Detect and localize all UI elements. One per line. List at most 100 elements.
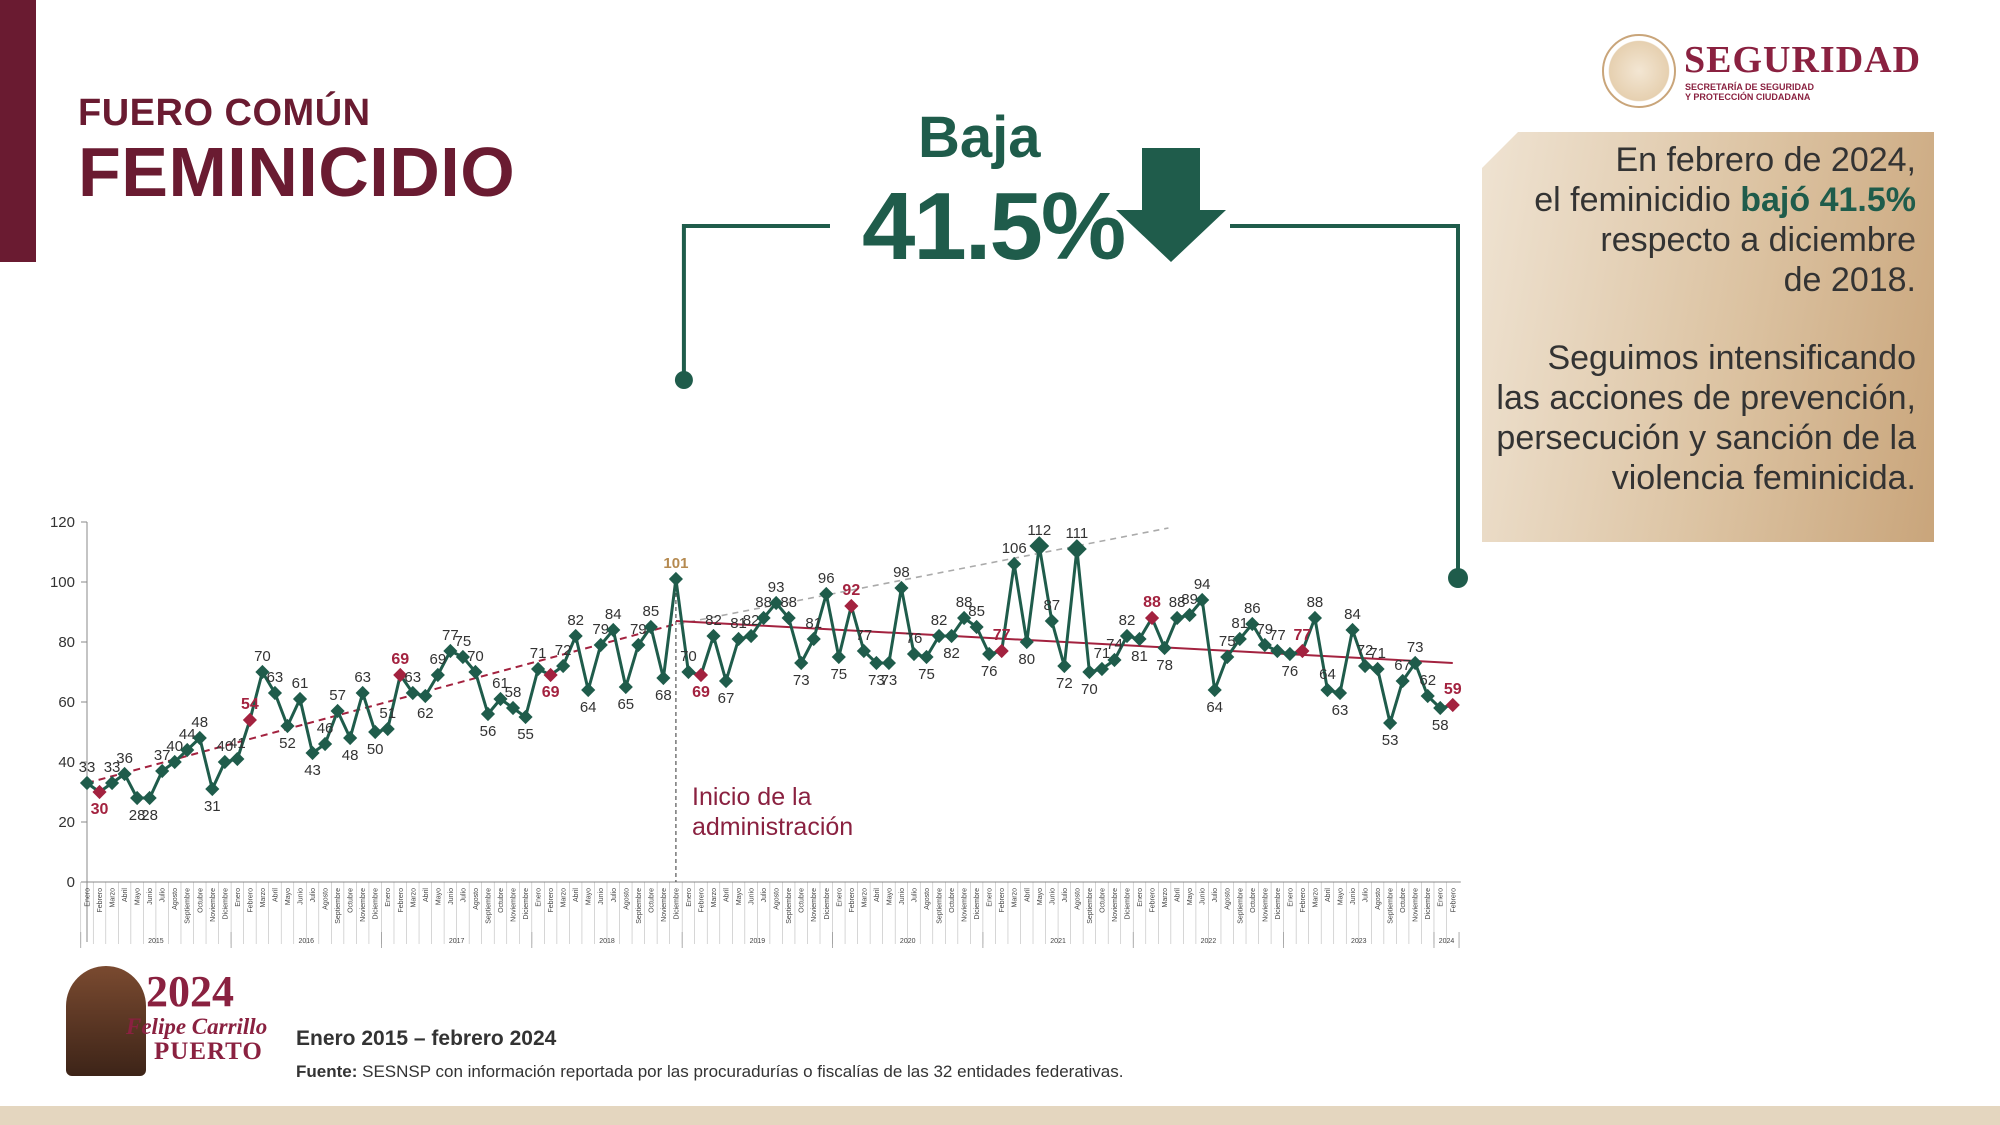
data-marker [593, 637, 608, 653]
x-month-label: Enero [1438, 888, 1445, 907]
national-seal-icon [1602, 34, 1676, 108]
period-label: Enero 2015 – febrero 2024 [296, 1027, 557, 1050]
data-label: 71 [1369, 645, 1386, 662]
x-month-label: Junio [749, 888, 756, 905]
x-month-label: Octubre [1400, 888, 1407, 913]
data-marker [117, 766, 132, 782]
data-marker [1170, 610, 1185, 626]
y-tick-label: 120 [50, 514, 75, 531]
data-marker [1270, 643, 1285, 659]
data-label: 36 [116, 750, 133, 767]
down-arrow-icon [1116, 148, 1226, 262]
data-label: 72 [555, 642, 572, 659]
data-marker [1057, 658, 1072, 674]
highlight-marker [844, 598, 859, 614]
data-marker [1157, 640, 1172, 656]
x-month-label: Julio [160, 888, 167, 903]
data-label: 77 [1294, 627, 1312, 644]
x-month-label: Diciembre [523, 888, 530, 920]
x-month-label: Agosto [473, 888, 480, 910]
data-label: 73 [868, 672, 885, 689]
data-label: 92 [842, 582, 860, 599]
data-marker [631, 637, 646, 653]
summary-line-4: de 2018. [1783, 261, 1916, 299]
x-month-label: Enero [686, 888, 693, 907]
data-label: 71 [530, 645, 547, 662]
x-month-label: Agosto [323, 888, 330, 910]
x-month-label: Marzo [1012, 888, 1019, 908]
highlight-marker [994, 643, 1009, 659]
data-label: 76 [1282, 663, 1299, 680]
x-month-label: Noviembre [962, 888, 969, 922]
x-month-label: Octubre [498, 888, 505, 913]
data-marker [368, 724, 383, 740]
data-label: 59 [1444, 681, 1462, 698]
data-label: 79 [1256, 621, 1273, 638]
x-month-label: Febrero [1450, 888, 1457, 913]
x-month-label: Agosto [1375, 888, 1382, 910]
data-label: 75 [918, 666, 935, 683]
x-month-label: Marzo [711, 888, 718, 908]
data-marker [957, 610, 972, 626]
projection-line [678, 527, 1169, 625]
x-month-label: Noviembre [1262, 888, 1269, 922]
data-label: 64 [580, 699, 597, 716]
x-month-label: Enero [1287, 888, 1294, 907]
data-label: 63 [267, 669, 284, 686]
data-marker [906, 646, 922, 662]
data-label: 88 [1307, 594, 1324, 611]
data-label: 98 [893, 564, 910, 581]
data-label: 81 [1131, 648, 1148, 665]
highlight-marker [242, 712, 257, 728]
x-month-label: Julio [1363, 888, 1370, 903]
x-month-label: Junio [1049, 888, 1056, 905]
x-month-label: Septiembre [1388, 888, 1395, 924]
x-month-label: Diciembre [1275, 888, 1282, 920]
x-month-label: Septiembre [485, 888, 492, 924]
data-label: 51 [379, 705, 396, 722]
x-month-label: Noviembre [1413, 888, 1420, 922]
data-marker [1044, 613, 1059, 629]
summary-text-1: En febrero de 2024, el feminicidio bajó … [1496, 140, 1916, 300]
data-marker [831, 649, 846, 665]
data-marker [1182, 607, 1197, 623]
data-label: 82 [743, 612, 760, 629]
data-marker [1357, 658, 1373, 674]
headline-value: 41.5% [862, 173, 1126, 280]
data-marker [969, 619, 984, 635]
x-month-label: Octubre [799, 888, 806, 913]
x-month-label: Octubre [197, 888, 204, 913]
data-marker [668, 571, 683, 587]
data-label: 86 [1244, 600, 1261, 617]
data-label: 67 [1394, 657, 1411, 674]
y-tick-label: 60 [58, 694, 75, 711]
data-marker [130, 790, 145, 806]
x-month-label: Enero [1137, 888, 1144, 907]
data-marker [1094, 661, 1110, 677]
data-label: 69 [542, 684, 560, 701]
highlight-marker [393, 667, 408, 683]
summary-line-1: En febrero de 2024, [1615, 141, 1916, 179]
x-month-label: Diciembre [673, 888, 680, 920]
data-label: 69 [391, 651, 409, 668]
summary-line-3: respecto a diciembre [1600, 221, 1916, 259]
x-month-label: Septiembre [1087, 888, 1094, 924]
data-marker [1345, 622, 1360, 638]
x-month-label: Febrero [698, 888, 705, 913]
highlight-marker [1144, 610, 1160, 626]
bracket-start-dot [674, 371, 693, 389]
x-month-label: Octubre [648, 888, 655, 913]
x-month-label: Abril [1175, 888, 1182, 902]
x-month-label: Marzo [110, 888, 117, 908]
data-label: 55 [517, 726, 534, 743]
data-label: 48 [342, 747, 359, 764]
y-tick-label: 20 [58, 814, 75, 831]
data-marker [443, 643, 458, 659]
x-month-label: Julio [911, 888, 918, 903]
seguridad-logo: SEGURIDAD SECRETARÍA DE SEGURIDAD Y PROT… [1602, 34, 1942, 108]
x-year-label: 2018 [599, 938, 615, 945]
data-marker [142, 790, 157, 806]
data-label: 81 [1231, 615, 1248, 632]
data-marker [280, 718, 295, 734]
